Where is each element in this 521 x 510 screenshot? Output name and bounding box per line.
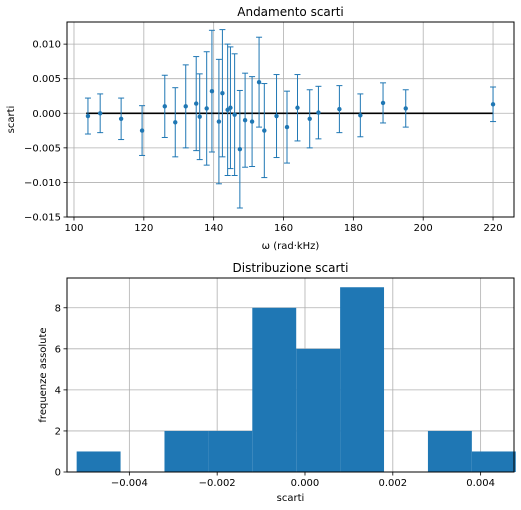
histogram-bars (76, 287, 516, 472)
data-point (242, 117, 248, 123)
histogram-bar (252, 307, 297, 472)
y-tick-label: 0 (55, 468, 61, 479)
data-point (358, 113, 363, 118)
data-point (220, 91, 225, 96)
data-point (232, 112, 237, 117)
data-point (295, 105, 300, 110)
histogram-chart-title: Distribuzione scarti (233, 261, 349, 275)
x-tick-label: 100 (64, 223, 83, 234)
data-point (284, 124, 290, 130)
data-point (194, 101, 199, 106)
y-tick-label: −0.005 (24, 143, 61, 154)
y-tick-label: 0.005 (32, 74, 61, 85)
histogram-bar (471, 451, 516, 472)
data-point (237, 147, 243, 152)
x-tick-label: 120 (134, 223, 153, 234)
data-point (209, 88, 215, 94)
y-tick-label: 0.000 (32, 109, 61, 120)
data-point (97, 111, 103, 116)
data-point (139, 128, 145, 133)
y-tick-label: 2 (55, 426, 61, 437)
x-tick-label: −0.004 (111, 478, 148, 489)
residuals-y-axis-label: scarti (6, 106, 17, 134)
histogram-bar (427, 430, 472, 472)
y-tick-label: 8 (55, 303, 61, 314)
data-point (204, 106, 209, 111)
data-point (403, 106, 408, 111)
data-point (118, 116, 124, 122)
residuals-plot: 100 120 140 160 180 200 220 −0.015 −0.010 −0.005… (6, 5, 515, 252)
data-point (490, 102, 496, 107)
data-point (216, 119, 222, 124)
x-tick-label: 200 (414, 223, 433, 234)
data-point (307, 116, 312, 122)
data-point (183, 104, 188, 109)
residuals-chart-title: Andamento scarti (237, 5, 344, 19)
data-point (337, 106, 342, 112)
histogram-bar (296, 348, 341, 472)
data-point (85, 113, 91, 119)
x-tick-label: 160 (274, 223, 293, 234)
x-tick-label: 180 (344, 223, 363, 234)
y-tick-label: −0.010 (24, 178, 61, 189)
histogram-bar (340, 287, 385, 472)
x-tick-label: −0.002 (199, 478, 236, 489)
y-tick-label: 0.010 (32, 40, 61, 51)
histogram-plot: −0.004 −0.002 0.000 0.002 0.004 0 2 4 6 8 Distri… (38, 261, 516, 504)
data-point (380, 100, 386, 106)
histogram-x-ticks: −0.004 −0.002 0.000 0.002 0.004 (111, 472, 495, 489)
x-tick-label: 140 (204, 223, 223, 234)
data-point (262, 128, 267, 133)
histogram-bar (164, 430, 209, 472)
data-point (197, 114, 202, 119)
residuals-grid (67, 22, 514, 218)
histogram-y-axis-label: frequenze assolute (38, 327, 49, 422)
data-point (274, 113, 279, 119)
x-tick-label: 220 (484, 223, 503, 234)
data-point (249, 119, 255, 124)
residuals-x-axis-label: ω (rad·kHz) (262, 241, 320, 252)
residuals-plot-frame (66, 21, 515, 218)
data-point (228, 105, 233, 110)
y-tick-label: −0.015 (24, 213, 61, 224)
data-point (162, 104, 167, 109)
x-tick-label: 0.000 (291, 478, 320, 489)
histogram-bar (208, 430, 253, 472)
residuals-series (84, 29, 497, 209)
histogram-bar (76, 451, 121, 472)
y-tick-label: 6 (55, 344, 61, 355)
data-point (256, 79, 262, 85)
x-tick-label: 0.004 (466, 478, 495, 489)
histogram-plot-frame (66, 277, 515, 473)
histogram-y-ticks: 0 2 4 6 8 (55, 303, 67, 479)
residuals-x-ticks: 100 120 140 160 180 200 220 (64, 217, 503, 234)
x-tick-label: 0.002 (378, 478, 407, 489)
histogram-x-axis-label: scarti (277, 493, 305, 504)
y-tick-label: 4 (55, 385, 61, 396)
data-point (316, 110, 321, 115)
data-point (173, 120, 178, 125)
residuals-y-ticks: −0.015 −0.010 −0.005 0.000 0.005 0.010 (24, 40, 67, 224)
